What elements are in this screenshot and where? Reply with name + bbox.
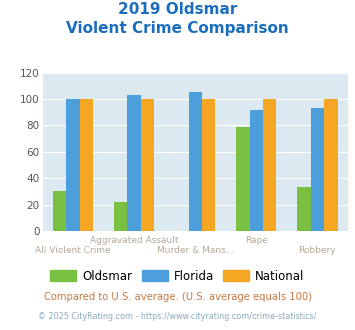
Text: 2019 Oldsmar: 2019 Oldsmar: [118, 2, 237, 16]
Bar: [141, 99, 154, 231]
Bar: [236, 127, 250, 231]
Bar: [297, 187, 311, 231]
Bar: [250, 110, 263, 231]
Text: Aggravated Assault: Aggravated Assault: [90, 236, 179, 245]
Text: Murder & Mans...: Murder & Mans...: [157, 246, 234, 255]
Text: Violent Crime Comparison: Violent Crime Comparison: [66, 21, 289, 36]
Bar: [202, 99, 215, 231]
Text: Compared to U.S. average. (U.S. average equals 100): Compared to U.S. average. (U.S. average …: [44, 292, 311, 302]
Text: All Violent Crime: All Violent Crime: [35, 246, 111, 255]
Bar: [53, 191, 66, 231]
Bar: [311, 108, 324, 231]
Text: Robbery: Robbery: [299, 246, 336, 255]
Bar: [127, 95, 141, 231]
Legend: Oldsmar, Florida, National: Oldsmar, Florida, National: [46, 265, 309, 287]
Bar: [263, 99, 277, 231]
Text: Rape: Rape: [245, 236, 268, 245]
Bar: [324, 99, 338, 231]
Bar: [80, 99, 93, 231]
Bar: [189, 92, 202, 231]
Text: © 2025 CityRating.com - https://www.cityrating.com/crime-statistics/: © 2025 CityRating.com - https://www.city…: [38, 312, 317, 321]
Bar: [66, 99, 80, 231]
Bar: [114, 202, 127, 231]
